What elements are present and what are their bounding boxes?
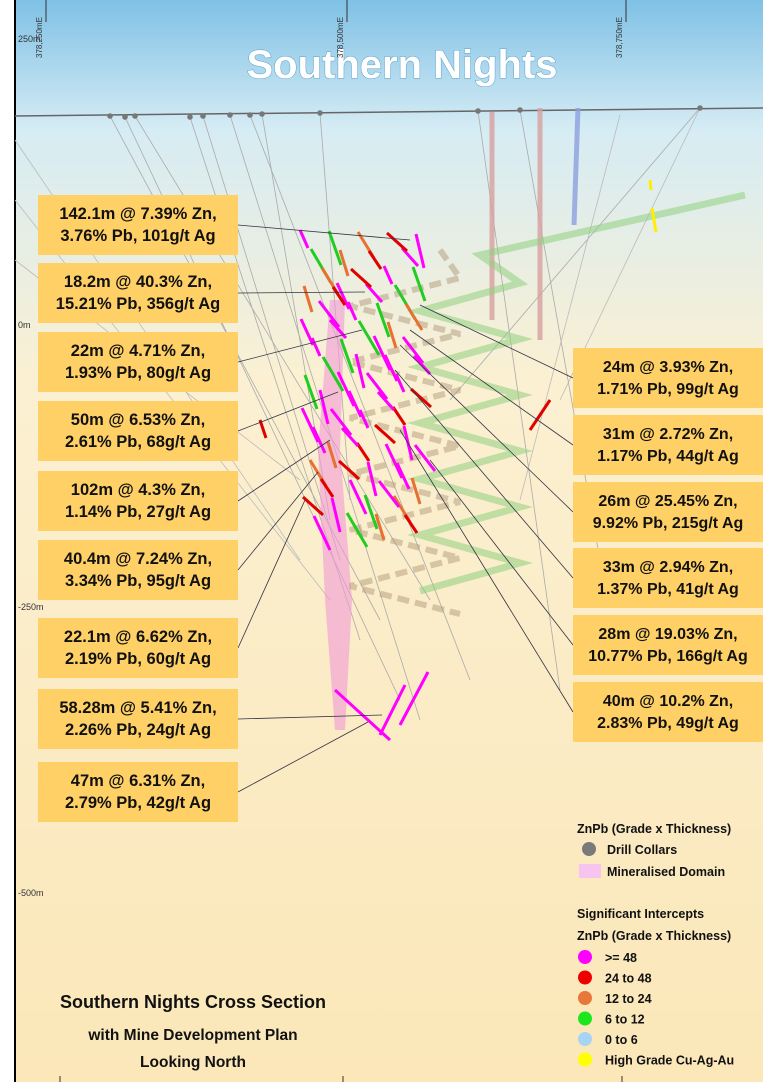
callout-box [38, 195, 238, 255]
drill-collar [132, 113, 138, 119]
drill-collar [259, 111, 265, 117]
drill-collar [227, 112, 233, 118]
intercept [650, 180, 651, 190]
callout-text: 22.1m @ 6.62% Zn, [64, 628, 212, 646]
callout-text: 3.34% Pb, 95g/t Ag [65, 572, 211, 590]
callout-text: 50m @ 6.53% Zn, [71, 411, 205, 429]
callout-text: 1.17% Pb, 44g/t Ag [597, 448, 739, 465]
elevation-label: -500m [18, 888, 44, 898]
callout-text: 2.19% Pb, 60g/t Ag [65, 650, 211, 668]
easting-label: 378,750mE [615, 17, 624, 58]
callout-text: 18.2m @ 40.3% Zn, [64, 273, 212, 291]
legend-title: ZnPb (Grade x Thickness) [577, 822, 731, 836]
callout-text: 40.4m @ 7.24% Zn, [64, 550, 212, 568]
elevation-label: 0m [18, 320, 31, 330]
elevation-label: -250m [18, 602, 44, 612]
callout-text: 22m @ 4.71% Zn, [71, 342, 205, 360]
footer-text: with Mine Development Plan [87, 1027, 297, 1044]
callout-text: 2.79% Pb, 42g/t Ag [65, 794, 211, 812]
legend-swatch [578, 971, 592, 985]
legend-swatch [582, 842, 596, 856]
callout-text: 1.14% Pb, 27g/t Ag [65, 503, 211, 521]
callout-box [573, 548, 763, 608]
legend-subtitle: ZnPb (Grade x Thickness) [577, 929, 731, 943]
callout-box [38, 540, 238, 600]
callout-text: 2.61% Pb, 68g/t Ag [65, 433, 211, 451]
legend-swatch [578, 1053, 592, 1067]
callout-text: 1.71% Pb, 99g/t Ag [597, 381, 739, 398]
drill-collar [122, 114, 128, 120]
legend-swatch [578, 991, 592, 1005]
callout-text: 26m @ 25.45% Zn, [598, 493, 737, 510]
legend-swatch [579, 864, 601, 878]
drill-collar [475, 108, 481, 114]
callout-box [38, 401, 238, 461]
callout-text: 10.77% Pb, 166g/t Ag [588, 648, 747, 665]
callout-text: 3.76% Pb, 101g/t Ag [60, 227, 215, 245]
callout-text: 24m @ 3.93% Zn, [603, 359, 733, 376]
elevation-label: 250m [18, 34, 41, 44]
title: Southern Nights [246, 43, 557, 87]
callout-box [573, 615, 763, 675]
callout-text: 28m @ 19.03% Zn, [598, 626, 737, 643]
callout-text: 47m @ 6.31% Zn, [71, 772, 205, 790]
callout-text: 40m @ 10.2% Zn, [603, 693, 733, 710]
callout-box [573, 482, 763, 542]
callout-box [38, 689, 238, 749]
legend-label: High Grade Cu-Ag-Au [605, 1054, 734, 1068]
callout-text: 2.26% Pb, 24g/t Ag [65, 721, 211, 739]
callout-box [38, 618, 238, 678]
legend-label: Drill Collars [607, 843, 677, 857]
footer-text: Southern Nights Cross Section [60, 992, 326, 1012]
legend-label: 0 to 6 [605, 1033, 638, 1047]
legend-label: 24 to 48 [605, 972, 652, 986]
legend-label: >= 48 [605, 951, 637, 965]
legend-label: 12 to 24 [605, 992, 652, 1006]
legend-label: Mineralised Domain [607, 865, 725, 879]
drill-collar [200, 113, 206, 119]
legend-title: Significant Intercepts [577, 907, 704, 921]
drill-collar [317, 110, 323, 116]
callout-text: 1.93% Pb, 80g/t Ag [65, 364, 211, 382]
callout-box [38, 471, 238, 531]
footer-text: Looking North [140, 1054, 246, 1071]
callout-text: 142.1m @ 7.39% Zn, [59, 205, 216, 223]
callout-text: 1.37% Pb, 41g/t Ag [597, 581, 739, 598]
callout-box [38, 762, 238, 822]
easting-label: 378,500mE [336, 17, 345, 58]
callout-box [38, 332, 238, 392]
callout-box [573, 415, 763, 475]
legend-swatch [578, 1032, 592, 1046]
callout-text: 102m @ 4.3% Zn, [71, 481, 205, 499]
drill-collar [107, 113, 113, 119]
callout-text: 9.92% Pb, 215g/t Ag [593, 515, 744, 532]
callout-box [573, 348, 763, 408]
callout-box [573, 682, 763, 742]
drill-collar [697, 105, 703, 111]
callout-text: 2.83% Pb, 49g/t Ag [597, 715, 739, 732]
callout-text: 31m @ 2.72% Zn, [603, 426, 733, 443]
callout-text: 33m @ 2.94% Zn, [603, 559, 733, 576]
callout-text: 58.28m @ 5.41% Zn, [59, 699, 216, 717]
drill-collar [247, 112, 253, 118]
cross-section: Southern Nights378,250mE378,500mE378,750… [0, 0, 763, 1082]
legend-swatch [578, 1012, 592, 1026]
legend-swatch [578, 950, 592, 964]
callout-text: 15.21% Pb, 356g/t Ag [56, 295, 220, 313]
callout-box [38, 263, 238, 323]
drill-collar [517, 107, 523, 113]
drill-collar [187, 114, 193, 120]
legend-label: 6 to 12 [605, 1013, 645, 1027]
